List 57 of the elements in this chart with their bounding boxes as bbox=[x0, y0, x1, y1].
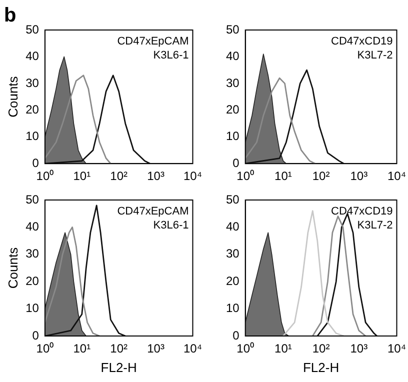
y-tick-label: 40 bbox=[226, 49, 240, 64]
x-tick-label: 10⁴ bbox=[387, 342, 406, 356]
x-tick-label: 10³ bbox=[350, 169, 368, 184]
y-tick-label: 20 bbox=[26, 102, 40, 116]
y-tick-label: 20 bbox=[226, 274, 240, 288]
y-tick-label: 20 bbox=[26, 274, 40, 288]
y-axis-title: Counts bbox=[5, 246, 20, 289]
annotation: K3L7-2 bbox=[357, 50, 393, 62]
annotation: CD47xEpCAM bbox=[117, 36, 189, 48]
x-tick-label: 10⁰ bbox=[36, 342, 54, 356]
y-tick-label: 50 bbox=[26, 22, 40, 36]
x-tick-label: 10⁴ bbox=[183, 169, 202, 184]
x-tick-label: 10⁰ bbox=[236, 169, 254, 184]
x-tick-label: 10¹ bbox=[73, 169, 91, 184]
annotation: CD47xEpCAM bbox=[117, 206, 189, 218]
y-tick-label: 50 bbox=[226, 22, 240, 36]
x-tick-label: 10¹ bbox=[274, 342, 292, 356]
x-tick-label: 10³ bbox=[350, 342, 368, 356]
x-tick-label: 10² bbox=[312, 342, 330, 356]
x-tick-label: 10² bbox=[110, 169, 128, 184]
y-tick-label: 0 bbox=[232, 156, 240, 170]
x-tick-label: 10¹ bbox=[274, 169, 292, 184]
y-tick-label: 20 bbox=[226, 102, 240, 116]
x-axis-title: FL2-H bbox=[302, 360, 340, 375]
annotation: K3L6-1 bbox=[153, 50, 189, 62]
annotation: CD47xCD19 bbox=[331, 36, 393, 48]
y-tick-label: 50 bbox=[26, 192, 40, 206]
y-tick-label: 40 bbox=[26, 220, 40, 234]
y-tick-label: 30 bbox=[26, 246, 40, 261]
x-tick-label: 10⁰ bbox=[236, 342, 254, 356]
x-axis-title: FL2-H bbox=[100, 360, 137, 375]
annotation: CD47xCD19 bbox=[331, 206, 393, 218]
y-axis-title: Counts bbox=[5, 76, 20, 118]
y-tick-label: 0 bbox=[32, 156, 40, 170]
y-tick-label: 40 bbox=[226, 220, 240, 234]
chart-title: b bbox=[4, 4, 16, 27]
x-tick-label: 10² bbox=[312, 169, 330, 184]
y-tick-label: 30 bbox=[26, 76, 40, 90]
y-tick-label: 30 bbox=[226, 76, 240, 90]
x-tick-label: 10⁰ bbox=[36, 169, 54, 184]
y-tick-label: 10 bbox=[226, 129, 240, 144]
annotation: K3L6-1 bbox=[153, 220, 189, 232]
y-tick-label: 10 bbox=[26, 129, 40, 144]
y-tick-label: 30 bbox=[226, 246, 240, 261]
x-tick-label: 10⁴ bbox=[387, 169, 406, 184]
y-tick-label: 10 bbox=[26, 301, 40, 316]
y-tick-label: 50 bbox=[226, 192, 240, 206]
x-tick-label: 10² bbox=[110, 342, 128, 356]
x-tick-label: 10⁴ bbox=[183, 342, 202, 356]
y-tick-label: 10 bbox=[226, 301, 240, 316]
annotation: K3L7-2 bbox=[357, 220, 393, 232]
y-tick-label: 40 bbox=[26, 49, 40, 64]
y-tick-label: 0 bbox=[232, 328, 240, 342]
x-tick-label: 10¹ bbox=[73, 342, 91, 356]
y-tick-label: 0 bbox=[32, 328, 40, 342]
x-tick-label: 10³ bbox=[147, 342, 164, 356]
x-tick-label: 10³ bbox=[147, 169, 164, 184]
